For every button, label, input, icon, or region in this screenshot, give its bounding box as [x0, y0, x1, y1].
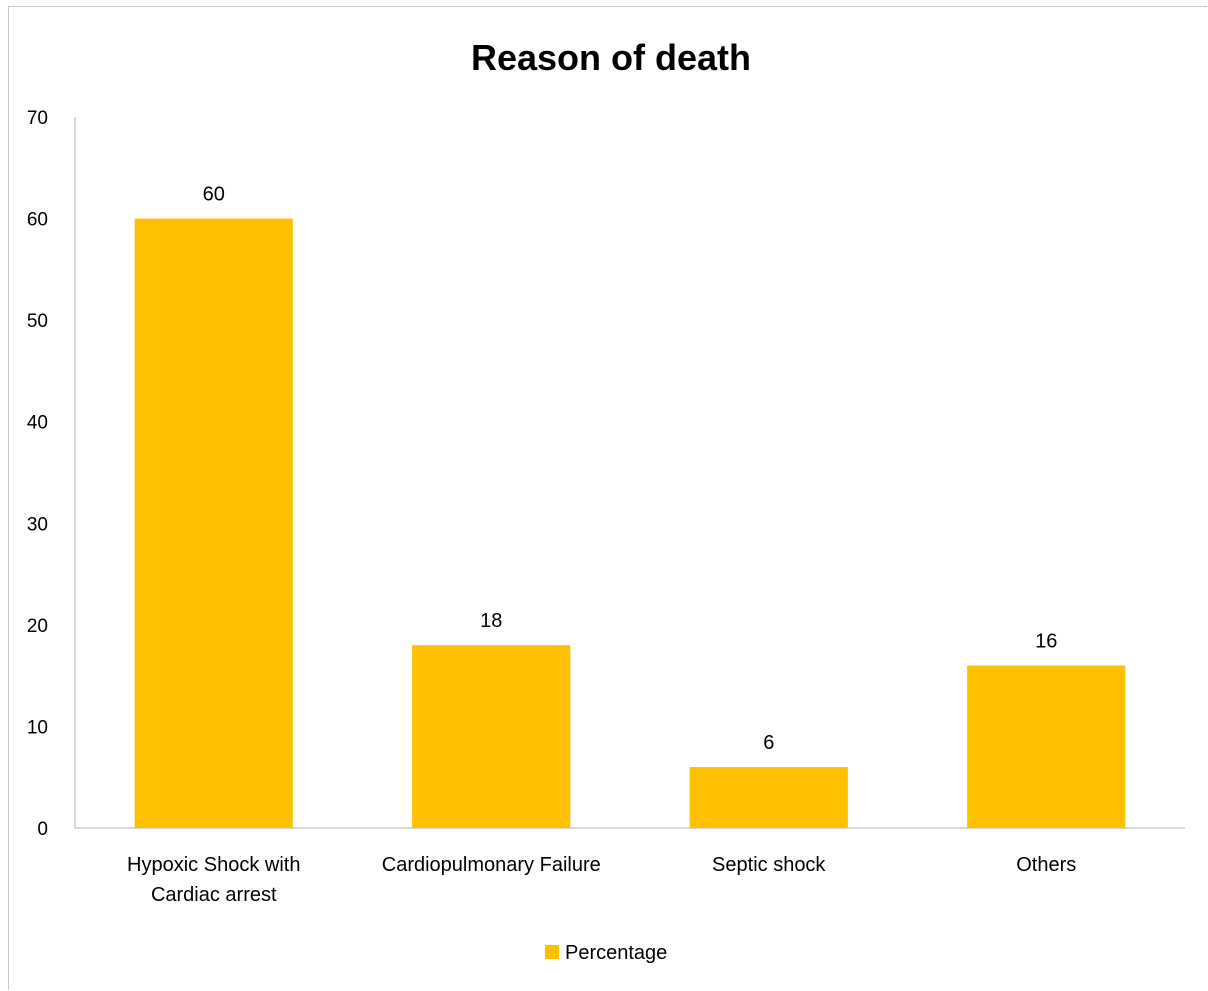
- x-category-label-line: Septic shock: [712, 854, 826, 876]
- y-tick-label: 0: [37, 819, 48, 840]
- x-category-label-line: Cardiac arrest: [151, 884, 277, 906]
- y-tick-label: 50: [27, 311, 48, 332]
- data-label: 18: [480, 610, 502, 632]
- x-category-label: Septic shock: [712, 854, 826, 876]
- x-category-label: Cardiopulmonary Failure: [382, 854, 601, 876]
- data-label: 60: [203, 184, 225, 206]
- y-tick-label: 60: [27, 210, 48, 231]
- y-tick-label: 70: [27, 108, 48, 129]
- y-axis: 0 10 20 30 40 50 60 70: [27, 108, 76, 840]
- y-tick-label: 10: [27, 717, 48, 738]
- y-tick-label: 20: [27, 616, 48, 637]
- chart-title: Reason of death: [471, 37, 751, 78]
- bar: [689, 767, 848, 828]
- chart-frame: [8, 6, 1207, 990]
- legend-swatch: [545, 945, 559, 959]
- y-tick-label: 40: [27, 413, 48, 434]
- bar: [134, 218, 293, 829]
- data-label: 16: [1035, 630, 1057, 652]
- x-category-label: Others: [1016, 854, 1076, 876]
- x-axis: Hypoxic Shock with Cardiac arrest Cardiopu…: [75, 827, 1185, 906]
- data-label: 6: [763, 732, 774, 754]
- bars: [134, 218, 1126, 829]
- x-category-label: Hypoxic Shock with Cardiac arrest: [127, 854, 300, 906]
- x-category-label-line: Cardiopulmonary Failure: [382, 854, 601, 876]
- data-labels: 60 18 6 16: [203, 184, 1058, 754]
- legend: Percentage: [545, 942, 667, 964]
- y-tick-label: 30: [27, 514, 48, 535]
- x-category-label-line: Others: [1016, 854, 1076, 876]
- bar: [412, 645, 571, 828]
- bar: [967, 665, 1126, 828]
- legend-label: Percentage: [565, 942, 667, 964]
- x-category-label-line: Hypoxic Shock with: [127, 854, 300, 876]
